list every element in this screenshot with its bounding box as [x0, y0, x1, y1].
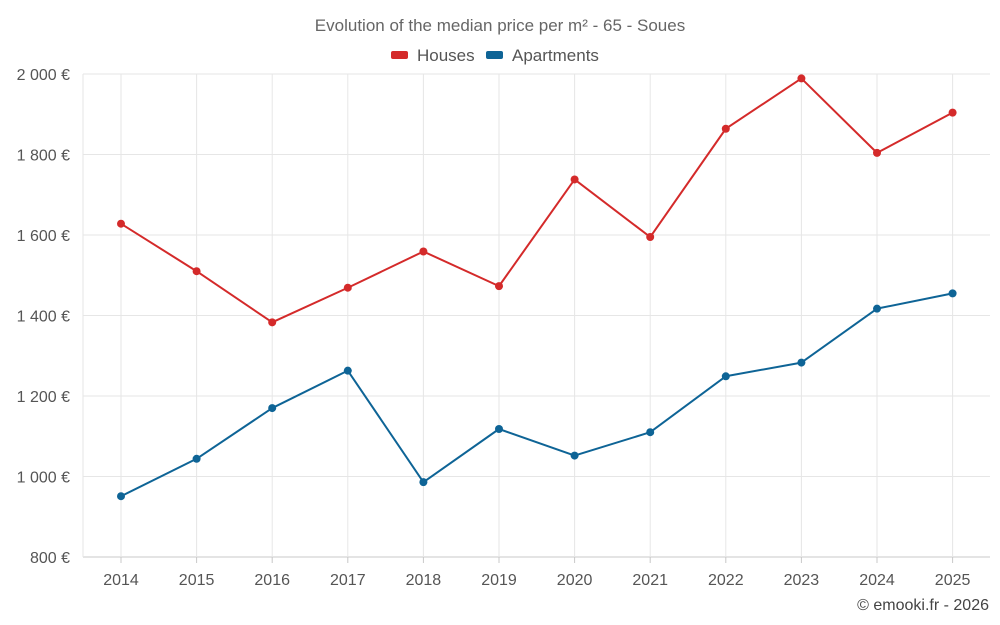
data-point-houses[interactable] [948, 108, 957, 117]
y-tick-label: 1 400 € [17, 309, 70, 326]
y-tick-label: 1 800 € [17, 148, 70, 165]
legend-label-houses[interactable]: Houses [417, 46, 475, 65]
data-point-apartments[interactable] [873, 304, 881, 313]
data-point-houses[interactable] [495, 282, 503, 291]
data-point-apartments[interactable] [721, 372, 730, 381]
x-tick-label: 2020 [557, 572, 593, 589]
x-tick-label: 2021 [632, 572, 668, 589]
series-line-houses [120, 77, 954, 324]
data-point-houses[interactable] [192, 267, 201, 276]
x-tick-label: 2018 [406, 572, 442, 589]
y-tick-label: 2 000 € [17, 67, 70, 84]
series-line-apartments [120, 292, 953, 498]
legend-swatch-apartments[interactable] [486, 51, 503, 59]
legend: Houses Apartments [391, 46, 599, 65]
y-tick-label: 1 200 € [17, 389, 70, 406]
data-point-apartments[interactable] [192, 454, 201, 463]
x-tick-label: 2024 [859, 572, 895, 589]
legend-swatch-houses[interactable] [391, 51, 408, 59]
series-group [117, 74, 957, 501]
data-point-apartments[interactable] [343, 366, 352, 375]
data-point-apartments[interactable] [268, 404, 277, 413]
data-point-houses[interactable] [873, 148, 881, 157]
y-tick-label: 1 600 € [17, 228, 70, 245]
x-tick-label: 2019 [481, 572, 517, 589]
data-point-houses[interactable] [268, 318, 277, 327]
credit-text: © emooki.fr - 2026 [857, 597, 989, 614]
x-tick-label: 2015 [179, 572, 215, 589]
y-tick-label: 1 000 € [17, 470, 70, 487]
data-point-houses[interactable] [721, 124, 730, 133]
data-point-houses[interactable] [343, 283, 352, 292]
x-tick-label: 2023 [784, 572, 820, 589]
y-axis-ticks: 800 € 1 000 € 1 200 € 1 400 € 1 600 € 1 800 €… [17, 67, 70, 567]
data-point-apartments[interactable] [948, 289, 957, 298]
x-tick-label: 2025 [935, 572, 971, 589]
x-axis-ticks: 2014 2015 2016 2017 2018 2019 2020 2021 2022 2023… [103, 572, 970, 589]
x-tick-label: 2017 [330, 572, 366, 589]
data-point-houses[interactable] [570, 175, 579, 184]
chart-title: Evolution of the median price per m² - 6… [315, 16, 685, 35]
data-point-houses[interactable] [646, 233, 655, 242]
grid-lines [82, 73, 990, 563]
data-point-apartments[interactable] [797, 358, 806, 367]
legend-label-apartments[interactable]: Apartments [512, 46, 599, 65]
data-point-houses[interactable] [419, 247, 428, 256]
data-point-houses[interactable] [797, 74, 806, 83]
data-point-apartments[interactable] [570, 451, 579, 460]
data-point-houses[interactable] [117, 219, 125, 228]
data-point-apartments[interactable] [646, 428, 655, 437]
y-tick-label: 800 € [30, 550, 70, 567]
x-tick-label: 2022 [708, 572, 744, 589]
data-point-apartments[interactable] [495, 425, 503, 434]
x-tick-label: 2014 [103, 572, 139, 589]
data-point-apartments[interactable] [419, 478, 428, 487]
x-tick-label: 2016 [254, 572, 290, 589]
data-point-apartments[interactable] [117, 492, 125, 501]
